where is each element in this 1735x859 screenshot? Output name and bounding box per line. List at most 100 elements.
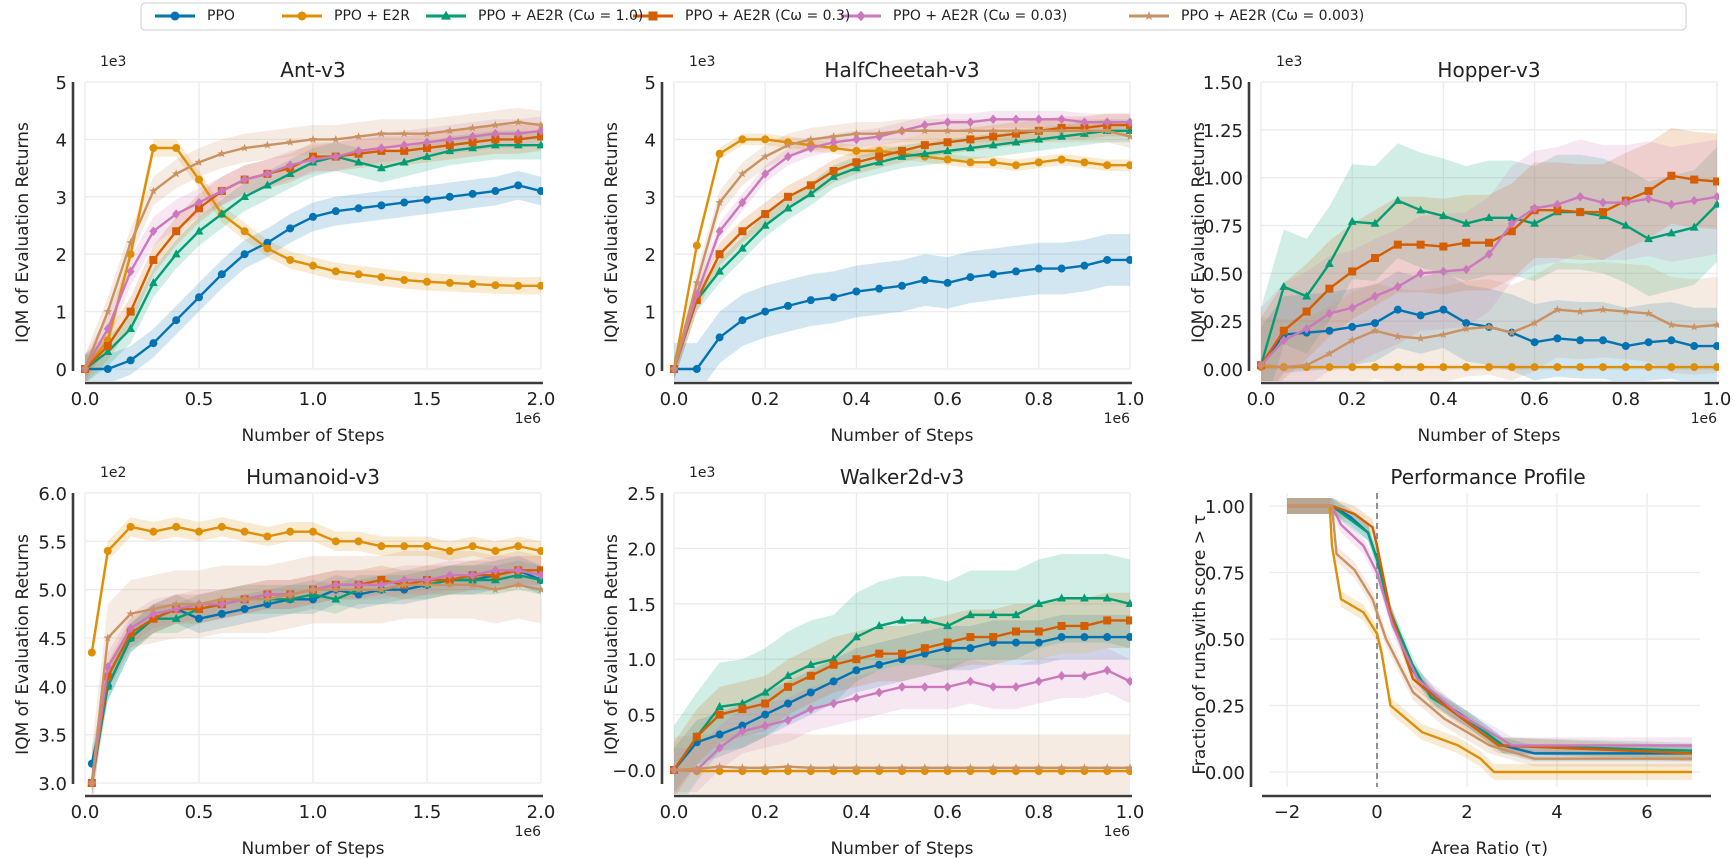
data-point xyxy=(1484,322,1494,331)
confidence-band xyxy=(91,555,541,794)
data-point xyxy=(217,609,226,618)
y-multiplier: 1e3 xyxy=(100,54,126,70)
data-point xyxy=(1103,126,1112,135)
data-point xyxy=(172,227,181,236)
data-point xyxy=(966,644,975,653)
data-point xyxy=(738,726,747,737)
data-point xyxy=(1507,363,1516,372)
data-point xyxy=(172,144,181,153)
data-point xyxy=(331,585,340,594)
data-point xyxy=(898,682,906,692)
data-point xyxy=(1034,767,1043,776)
data-point xyxy=(286,590,295,599)
data-point xyxy=(1348,335,1357,344)
data-point xyxy=(1012,129,1020,138)
data-point xyxy=(514,128,523,139)
series-1 xyxy=(1287,504,1692,774)
y-multiplier: 1e3 xyxy=(689,465,715,481)
legend-label-ppo: PPO xyxy=(207,8,235,24)
data-point xyxy=(195,527,203,536)
data-point xyxy=(536,585,543,594)
data-point xyxy=(217,186,226,196)
y-tick-label: 0.00 xyxy=(1205,763,1245,784)
data-point xyxy=(537,281,543,290)
data-point xyxy=(1507,218,1516,229)
data-point xyxy=(354,585,363,594)
data-point xyxy=(1439,211,1448,220)
data-point xyxy=(715,702,724,711)
y-tick-label: 0.25 xyxy=(1205,697,1245,718)
data-point xyxy=(966,610,975,619)
data-point xyxy=(1125,599,1132,607)
x-tick-label: 1.0 xyxy=(1703,389,1732,410)
data-point xyxy=(491,140,500,149)
data-point xyxy=(738,227,747,236)
data-point xyxy=(149,186,158,195)
data-point xyxy=(1713,192,1719,202)
x-tick-label: 0.6 xyxy=(933,802,962,823)
data-point xyxy=(377,580,386,590)
confidence-band xyxy=(85,139,541,378)
data-point xyxy=(1325,363,1334,372)
data-point xyxy=(738,243,747,252)
data-point xyxy=(537,547,543,555)
data-point xyxy=(468,123,477,132)
data-point xyxy=(1393,240,1402,249)
data-point xyxy=(1057,671,1066,681)
data-point xyxy=(1057,114,1066,125)
data-point xyxy=(1461,218,1471,227)
legend-item xyxy=(155,11,195,21)
data-point xyxy=(1057,767,1066,776)
data-point xyxy=(806,763,815,772)
data-point xyxy=(1576,208,1585,217)
data-point xyxy=(989,270,998,279)
data-point xyxy=(761,720,770,731)
data-point xyxy=(1348,322,1357,331)
data-point xyxy=(514,181,523,190)
chart-title: Humanoid-v3 xyxy=(246,465,380,489)
data-point xyxy=(1416,363,1425,372)
x-tick-label: 0.5 xyxy=(185,802,214,823)
plot-area xyxy=(80,107,543,381)
series-5 xyxy=(87,580,543,787)
y-tick-label: 5 xyxy=(56,73,67,94)
data-point xyxy=(308,585,318,594)
data-point xyxy=(1325,308,1334,319)
data-point xyxy=(1371,291,1379,302)
y-tick-label: 0 xyxy=(645,360,656,381)
data-point xyxy=(1393,363,1402,372)
data-point xyxy=(354,132,363,141)
data-point xyxy=(738,763,747,772)
data-point xyxy=(829,166,838,175)
data-point xyxy=(692,365,701,373)
data-point xyxy=(988,610,998,619)
confidence-band xyxy=(91,517,541,663)
data-point xyxy=(1034,134,1044,143)
data-point xyxy=(126,623,135,634)
data-point xyxy=(195,197,203,208)
data-point xyxy=(715,730,724,739)
data-point xyxy=(1126,117,1132,127)
data-point xyxy=(1080,633,1089,642)
series-line xyxy=(1287,504,1692,747)
data-point xyxy=(1713,177,1719,186)
data-point xyxy=(445,146,455,155)
data-point xyxy=(874,157,884,166)
data-point xyxy=(1576,192,1585,202)
x-tick-label: 0.0 xyxy=(660,389,689,410)
x-tick-label: 0.0 xyxy=(1247,389,1276,410)
data-point xyxy=(1416,240,1425,249)
y-tick-label: 0 xyxy=(56,360,67,381)
y-multiplier: 1e3 xyxy=(689,54,715,70)
data-point xyxy=(1462,324,1471,333)
data-point xyxy=(149,604,158,613)
series-line xyxy=(1287,504,1693,755)
data-point xyxy=(1279,362,1288,371)
y-tick-label: 3 xyxy=(56,188,67,209)
data-point xyxy=(263,169,272,179)
y-tick-label: 0.00 xyxy=(1203,360,1243,381)
data-point xyxy=(491,135,500,144)
data-point xyxy=(1080,261,1089,270)
data-point xyxy=(875,284,884,293)
legend-item xyxy=(1129,11,1169,20)
